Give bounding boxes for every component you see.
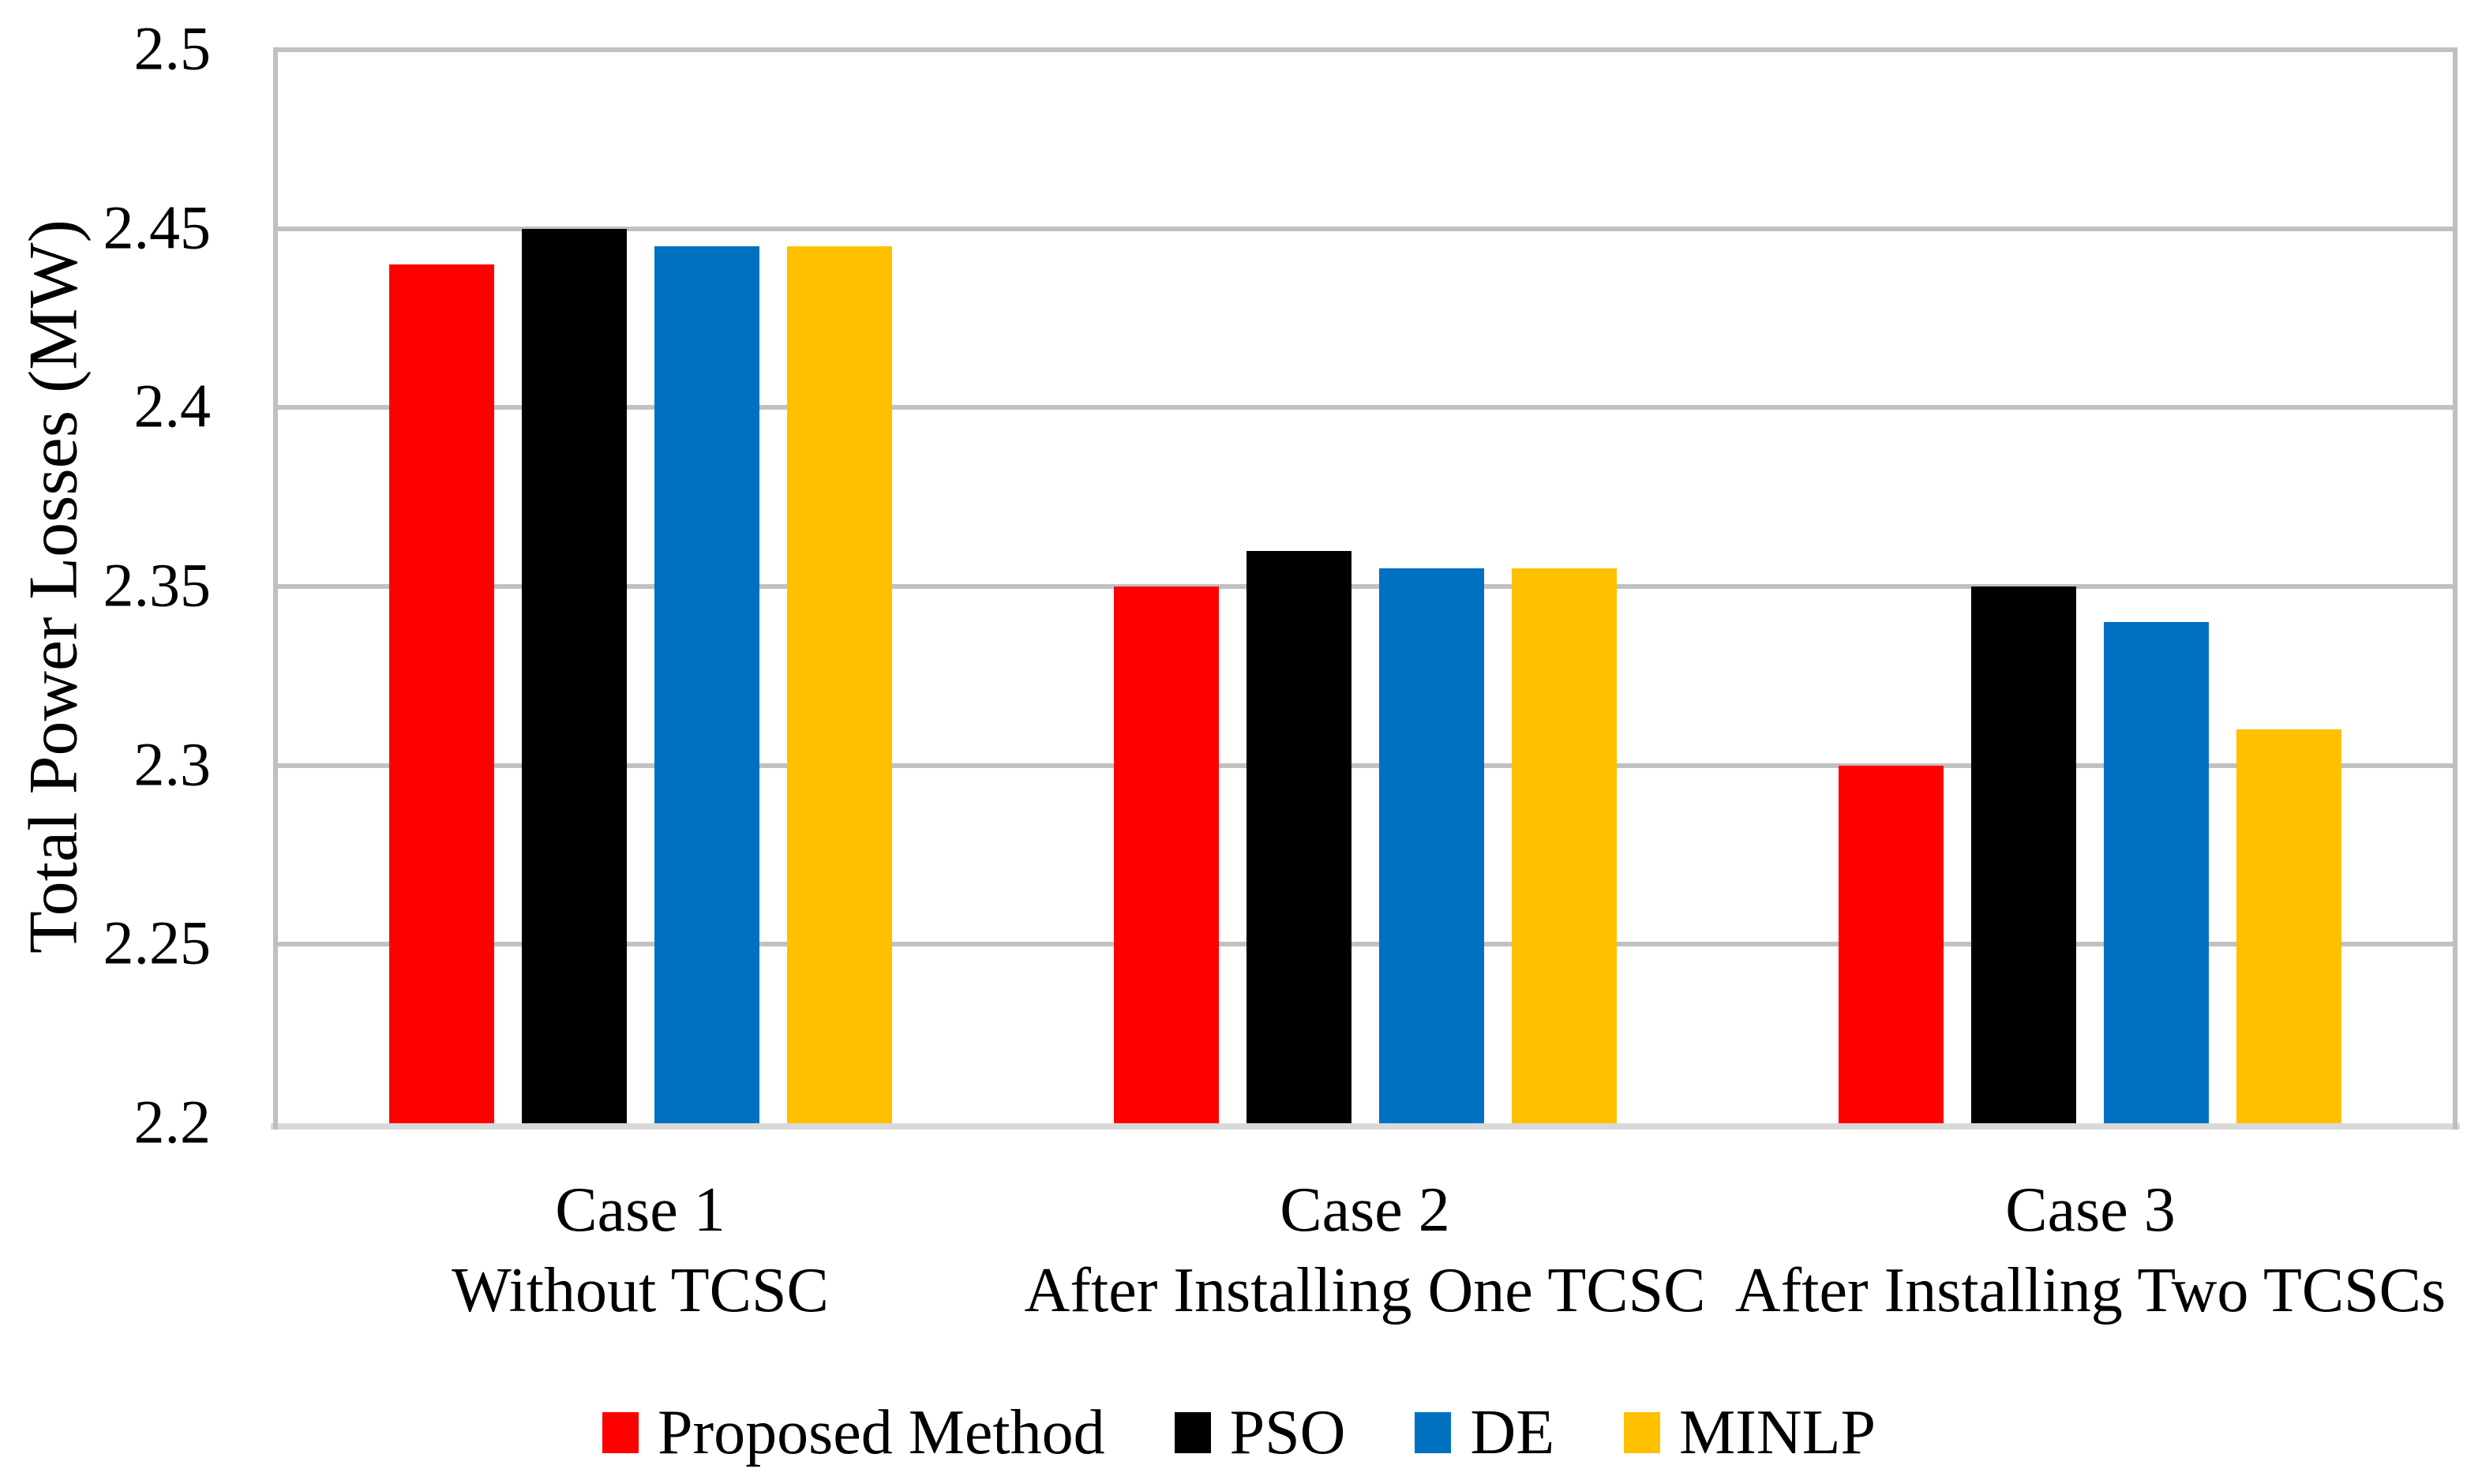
plot-border-left: [273, 47, 278, 1130]
bar-de-case-1: [654, 246, 759, 1123]
x-category-case-1: Case 1 Without TCSC: [278, 1170, 1003, 1331]
gridline-2.45: [273, 226, 2457, 231]
x-category-sublabel: After Installing Two TCSCs: [1734, 1256, 2446, 1325]
bar-minlp-case-3: [2236, 729, 2341, 1123]
legend-item-pso: PSO: [1174, 1397, 1346, 1469]
bar-pso-case-2: [1246, 551, 1351, 1123]
x-category-case-3: Case 3 After Installing Two TCSCs: [1728, 1170, 2453, 1331]
bar-de-case-2: [1379, 568, 1484, 1123]
legend-swatch-minlp: [1624, 1412, 1661, 1453]
bar-proposed-method-case-1: [389, 264, 494, 1123]
plot-border-right: [2453, 47, 2457, 1130]
bar-minlp-case-2: [1512, 568, 1617, 1123]
y-tick-2.45: 2.45: [103, 193, 212, 262]
y-tick-2.4: 2.4: [133, 371, 212, 440]
x-category-sublabel: After Installing One TCSC: [1024, 1256, 1706, 1325]
x-category-label: Case 3: [2005, 1175, 2176, 1245]
legend-swatch-de: [1415, 1412, 1452, 1453]
x-category-label: Case 2: [1280, 1175, 1450, 1245]
bar-de-case-3: [2104, 622, 2209, 1123]
y-tick-2.25: 2.25: [103, 908, 212, 977]
bar-proposed-method-case-2: [1114, 586, 1219, 1123]
y-tick-2.2: 2.2: [133, 1087, 212, 1156]
x-axis-line: [271, 1123, 2460, 1130]
gridline-2.4: [273, 405, 2457, 410]
legend-swatch-proposed-method: [602, 1412, 639, 1453]
x-category-sublabel: Without TCSC: [452, 1256, 829, 1325]
bar-pso-case-3: [1971, 586, 2076, 1123]
y-tick-2.35: 2.35: [103, 550, 212, 620]
x-category-case-2: Case 2 After Installing One TCSC: [1003, 1170, 1727, 1331]
gridline-2.5: [273, 47, 2457, 52]
bar-proposed-method-case-3: [1839, 766, 1944, 1123]
legend: Proposed Method PSO DE MINLP: [0, 1392, 2478, 1474]
x-category-label: Case 1: [555, 1175, 725, 1245]
legend-label-pso: PSO: [1229, 1397, 1346, 1467]
bar-minlp-case-1: [787, 246, 892, 1123]
legend-item-proposed-method: Proposed Method: [602, 1397, 1105, 1469]
legend-label-minlp: MINLP: [1679, 1397, 1876, 1467]
legend-swatch-pso: [1174, 1412, 1211, 1453]
bar-pso-case-1: [522, 229, 627, 1123]
y-tick-2.5: 2.5: [133, 13, 212, 83]
gridline-2.25: [273, 942, 2457, 947]
legend-label-de: DE: [1470, 1397, 1555, 1467]
legend-label-proposed-method: Proposed Method: [658, 1397, 1105, 1467]
legend-item-minlp: MINLP: [1624, 1397, 1876, 1469]
legend-item-de: DE: [1415, 1397, 1554, 1469]
y-tick-2.3: 2.3: [133, 729, 212, 799]
gridline-2.3: [273, 763, 2457, 768]
gridline-2.35: [273, 584, 2457, 589]
